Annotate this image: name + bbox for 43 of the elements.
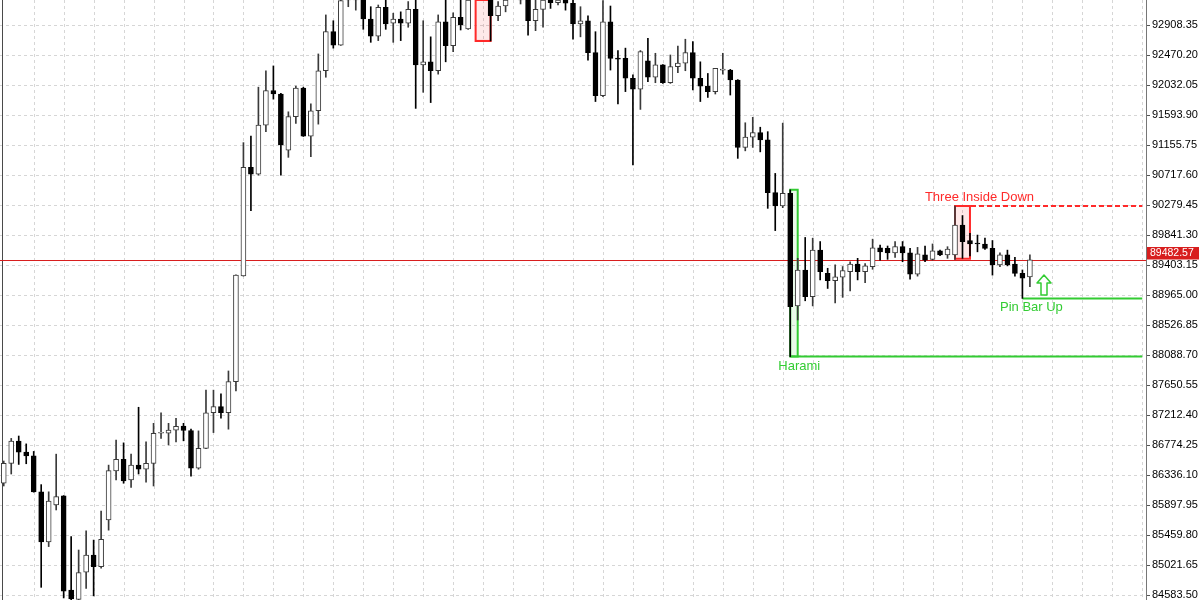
candlestick (68, 536, 74, 600)
y-tick-label: 84583.50 (1152, 588, 1198, 600)
candlestick (832, 264, 838, 304)
candlestick (143, 441, 149, 483)
y-tick-label: 86336.10 (1152, 468, 1198, 481)
candlestick (719, 52, 726, 75)
candlestick (53, 453, 60, 511)
ref-line-label: 89482.57 (1150, 246, 1194, 259)
legend-label: Pin Bar Up (999, 299, 1063, 315)
candlestick (420, 20, 427, 93)
candlestick (772, 173, 779, 231)
y-tick-label: 85021.65 (1152, 558, 1198, 571)
y-tick-label: 88965.00 (1152, 288, 1198, 301)
y-tick-label: 87212.40 (1152, 408, 1198, 421)
candlestick (675, 45, 681, 74)
candlestick (967, 233, 973, 257)
candlestick (615, 50, 621, 105)
y-tick-label: 89841.30 (1152, 228, 1198, 241)
candlestick (158, 412, 164, 439)
y-tick-label: 92470.20 (1152, 48, 1198, 61)
y-tick-label: 91593.90 (1152, 108, 1198, 121)
series-label: Three Inside Down (924, 189, 1035, 205)
y-tick-label: 91155.75 (1152, 138, 1198, 151)
y-tick-label: 90279.45 (1152, 198, 1198, 211)
candlestick (630, 74, 636, 166)
y-tick-label: 92032.05 (1152, 78, 1198, 91)
series-label: Harami (778, 357, 821, 373)
y-tick-label: 88526.85 (1152, 318, 1198, 331)
y-tick-label: 85897.95 (1152, 498, 1198, 511)
candlestick (248, 135, 254, 212)
y-tick-label: 87650.55 (1152, 378, 1198, 391)
candlestick (427, 36, 434, 103)
y-tick-label: 86774.25 (1152, 438, 1198, 451)
candlestick (847, 261, 853, 292)
y-tick-label: 85459.80 (1152, 528, 1198, 541)
y-tick-label: 92908.35 (1152, 18, 1198, 31)
candlestick (749, 116, 756, 148)
y-tick-label: 88088.70 (1152, 348, 1198, 361)
candlestick (779, 122, 786, 208)
y-tick-label: 89403.15 (1152, 258, 1198, 271)
candlestick (704, 73, 711, 98)
candlestick (173, 417, 179, 443)
y-tick-label: 90717.60 (1152, 168, 1198, 181)
